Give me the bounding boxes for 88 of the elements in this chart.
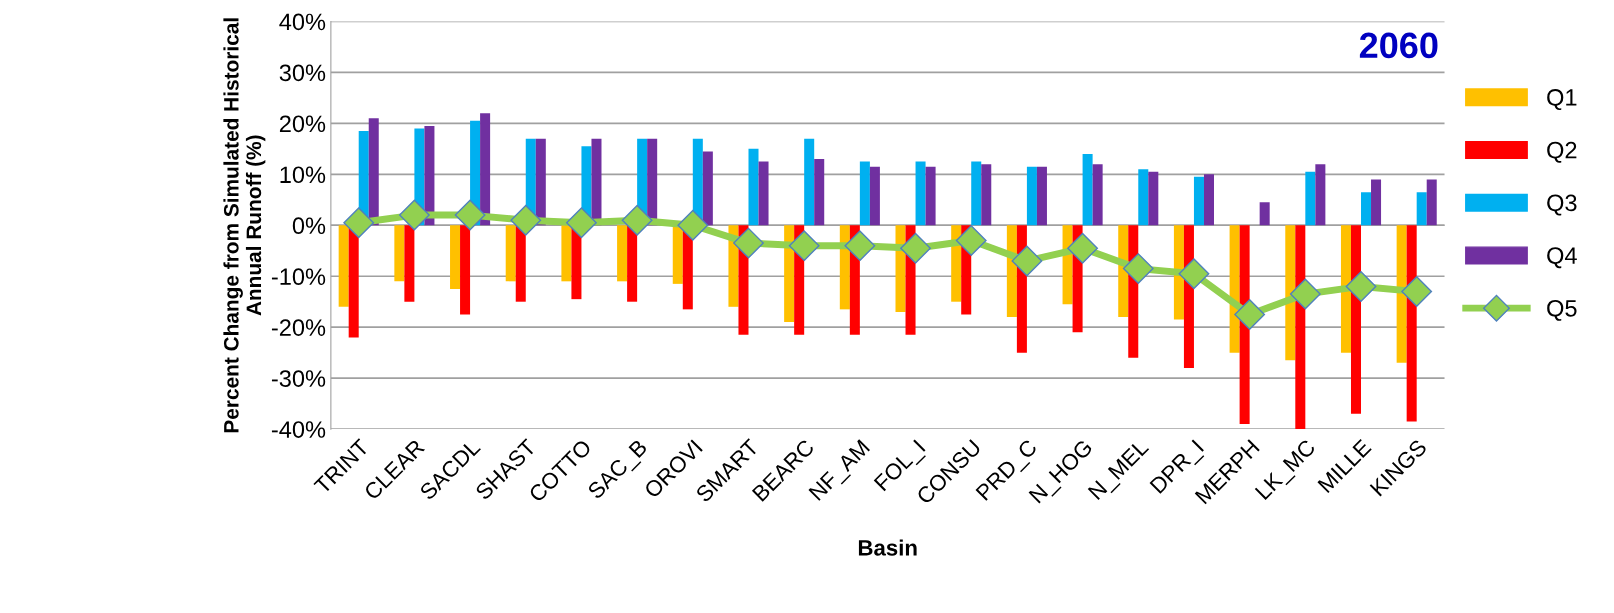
bar xyxy=(1229,225,1240,353)
bar xyxy=(1173,225,1184,320)
bar xyxy=(505,225,516,282)
point xyxy=(1289,278,1321,310)
legend-label: Q3 xyxy=(1547,194,1577,216)
bar xyxy=(672,225,683,284)
bar xyxy=(1082,153,1093,226)
point xyxy=(621,204,653,236)
legend-label: Q5 xyxy=(1547,299,1577,321)
bar xyxy=(839,225,850,310)
bar xyxy=(617,225,628,282)
point xyxy=(1122,253,1154,285)
point xyxy=(343,207,375,239)
bar xyxy=(338,225,349,307)
y-tick-label: 20% xyxy=(279,115,326,133)
y-tick-label: 10% xyxy=(280,166,326,184)
bar xyxy=(895,225,906,312)
bar xyxy=(1006,225,1017,317)
point xyxy=(1401,276,1433,307)
point xyxy=(733,227,764,259)
bar xyxy=(1396,225,1407,363)
y-tick-label: -20% xyxy=(271,319,326,336)
bar xyxy=(1340,225,1351,353)
x-axis-title: Basin xyxy=(858,539,917,556)
bar xyxy=(561,225,572,282)
point xyxy=(566,207,597,239)
y-tick-label: 30% xyxy=(279,64,326,82)
bar xyxy=(535,138,546,226)
y-tick-label: -30% xyxy=(271,370,326,387)
bar xyxy=(460,225,471,315)
point xyxy=(1178,258,1210,290)
bar xyxy=(784,225,795,323)
bar xyxy=(1203,174,1214,226)
annotation: 2060 xyxy=(1359,32,1438,59)
bar xyxy=(424,125,435,226)
bar xyxy=(951,225,962,302)
y-tick-label: 40% xyxy=(279,13,326,31)
bar xyxy=(702,151,713,226)
bar xyxy=(1259,202,1270,226)
point xyxy=(788,230,820,262)
bar xyxy=(1092,164,1103,226)
bar xyxy=(925,166,936,226)
legend-label: Q4 xyxy=(1547,247,1577,269)
bar xyxy=(1285,225,1296,361)
bar xyxy=(1371,179,1382,226)
point xyxy=(1067,232,1099,264)
legend-label: Q1 xyxy=(1547,89,1577,111)
point xyxy=(398,199,430,231)
bar xyxy=(1148,171,1159,226)
bar xyxy=(450,225,461,289)
bar xyxy=(404,225,415,302)
bar xyxy=(1315,164,1326,226)
bar xyxy=(869,166,880,226)
bar xyxy=(1193,176,1204,226)
bar xyxy=(804,138,815,226)
bar xyxy=(368,118,379,226)
bar xyxy=(981,164,992,226)
point xyxy=(1234,299,1266,330)
bar xyxy=(859,161,870,226)
bar xyxy=(814,159,825,226)
bar xyxy=(1416,192,1427,226)
bar xyxy=(1036,166,1047,226)
bar xyxy=(480,113,491,226)
point xyxy=(900,232,931,264)
point xyxy=(454,199,486,231)
bar xyxy=(758,161,769,226)
bar xyxy=(748,148,759,226)
bar xyxy=(1426,179,1437,226)
point xyxy=(1345,270,1377,302)
y-tick-label: -10% xyxy=(271,268,326,286)
bar xyxy=(627,225,638,302)
y-tick-label: 0% xyxy=(292,217,326,235)
bar xyxy=(1305,171,1316,226)
bar xyxy=(971,161,982,226)
bar xyxy=(1361,192,1372,226)
bar xyxy=(1138,169,1149,226)
point xyxy=(1011,245,1043,277)
point xyxy=(677,209,709,241)
bar xyxy=(515,225,526,302)
legend-label: Q2 xyxy=(1547,141,1577,163)
point xyxy=(955,225,987,256)
point xyxy=(510,204,542,236)
bar xyxy=(1026,166,1037,226)
y-axis-title: Percent Change from Simulated Historical Annual Runoff (%) xyxy=(223,18,266,433)
y-tick-label: -40% xyxy=(271,421,326,438)
point xyxy=(844,230,876,262)
bar xyxy=(915,161,926,226)
bar xyxy=(394,225,405,282)
